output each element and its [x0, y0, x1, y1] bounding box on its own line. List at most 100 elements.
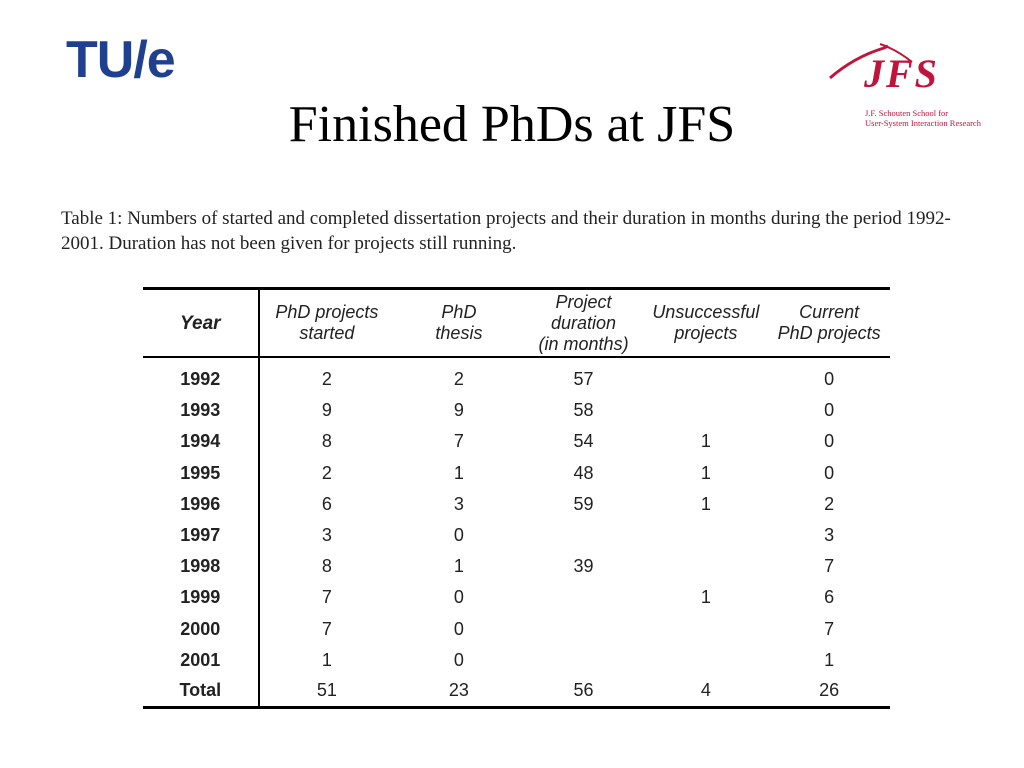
cell-unsuccessful — [643, 645, 768, 676]
header-unsuccessful: Unsuccessful projects — [643, 289, 768, 358]
cell-thesis: 0 — [453, 587, 464, 608]
cell-duration — [524, 614, 644, 645]
cell-duration: 39 — [573, 556, 594, 577]
jfs-mark: JFS — [864, 51, 939, 96]
cell-unsuccessful — [643, 395, 768, 426]
cell-unsuccessful: 1 — [700, 493, 711, 514]
cell-current: 6 — [824, 587, 835, 608]
header-year: Year — [143, 288, 260, 357]
header-started: PhD projects started — [259, 289, 395, 358]
table-header-row: Year PhD projects started PhD thesis Pro… — [143, 288, 890, 358]
header-unsuccessful-line: projects — [674, 323, 738, 343]
table-row: 2000 7 0 7 — [143, 613, 890, 645]
header-unsuccessful-line: Unsuccessful — [652, 302, 760, 322]
table-row: 1994 8 7 54 1 0 — [143, 426, 890, 458]
cell-current: 0 — [824, 431, 835, 452]
header-current: Current PhD projects — [768, 289, 890, 358]
cell-started: 3 — [321, 525, 332, 546]
cell-thesis: 0 — [453, 618, 464, 639]
cell-unsuccessful: 1 — [700, 587, 711, 608]
cell-thesis: 1 — [453, 462, 464, 483]
total-row: Total 51 23 56 4 26 — [143, 675, 890, 708]
cell-thesis: 0 — [453, 649, 464, 670]
total-duration: 56 — [573, 680, 594, 701]
phd-table: Year PhD projects started PhD thesis Pro… — [143, 287, 890, 709]
cell-year: 1992 — [143, 357, 260, 396]
total-thesis: 23 — [448, 680, 469, 701]
header-thesis-line: PhD — [441, 302, 477, 322]
cell-unsuccessful — [643, 614, 768, 645]
table-body: 1992 2 2 57 0 1993 9 9 58 0 1994 8 7 54 1 0 1995 2 1 48 1 0 19… — [143, 357, 890, 676]
cell-year: 1995 — [143, 457, 260, 489]
header-started-line: PhD projects — [275, 302, 379, 322]
header-duration-line: Project — [555, 291, 612, 312]
cell-current: 3 — [824, 525, 835, 546]
jfs-swoosh-icon — [829, 43, 913, 80]
cell-current: 1 — [824, 649, 835, 670]
table-caption: Table 1: Numbers of started and complete… — [61, 208, 951, 254]
cell-year: 2001 — [143, 644, 260, 676]
header-current-line: PhD projects — [777, 323, 881, 343]
total-current: 26 — [819, 680, 840, 701]
cell-year: 2000 — [143, 613, 260, 645]
cell-year: 1997 — [143, 519, 260, 552]
header-current-line: Current — [799, 302, 860, 322]
table-row: 2001 1 0 1 — [143, 644, 890, 676]
header-duration-line: duration — [551, 312, 617, 333]
cell-current: 7 — [824, 618, 835, 639]
cell-year: 1998 — [143, 551, 260, 583]
total-started: 51 — [316, 680, 337, 701]
tue-logo: TU/e — [66, 31, 176, 89]
cell-thesis: 1 — [453, 556, 464, 577]
header-duration: Project duration (in months) — [524, 289, 644, 358]
cell-unsuccessful — [643, 551, 768, 582]
cell-duration: 58 — [573, 400, 594, 421]
jfs-logo: JFS J.F. Schouten School for User-System… — [828, 42, 998, 132]
header-duration-line: (in months) — [538, 333, 629, 354]
cell-duration — [524, 645, 644, 676]
slide-title: Finished PhDs at JFS — [288, 96, 736, 153]
header-started-line: started — [299, 323, 355, 343]
table-row: 1998 8 1 39 7 — [143, 551, 890, 583]
cell-unsuccessful: 1 — [700, 431, 711, 452]
header-thesis: PhD thesis — [394, 289, 524, 358]
jfs-subtitle-line-1: J.F. Schouten School for — [865, 108, 949, 118]
table-row: 1996 6 3 59 1 2 — [143, 488, 890, 520]
cell-current: 2 — [824, 493, 835, 514]
cell-started: 6 — [321, 493, 332, 514]
cell-year: 1996 — [143, 488, 260, 520]
cell-started: 1 — [321, 649, 332, 670]
cell-duration — [524, 582, 644, 613]
cell-started: 2 — [321, 462, 332, 483]
cell-duration: 59 — [573, 493, 594, 514]
cell-thesis: 0 — [453, 525, 464, 546]
cell-started: 2 — [321, 369, 332, 390]
cell-unsuccessful — [643, 520, 768, 551]
total-unsuccessful: 4 — [700, 680, 711, 701]
cell-thesis: 9 — [453, 400, 464, 421]
table-row: 1999 7 0 1 6 — [143, 582, 890, 614]
table-row: 1995 2 1 48 1 0 — [143, 457, 890, 489]
cell-started: 7 — [321, 587, 332, 608]
cell-year: 1994 — [143, 426, 260, 458]
cell-started: 8 — [321, 556, 332, 577]
cell-thesis: 2 — [453, 369, 464, 390]
total-label: Total — [143, 675, 260, 708]
cell-unsuccessful — [643, 357, 768, 395]
cell-year: 1999 — [143, 582, 260, 614]
cell-current: 0 — [824, 462, 835, 483]
cell-duration: 54 — [573, 431, 594, 452]
cell-unsuccessful: 1 — [700, 462, 711, 483]
cell-year: 1993 — [143, 395, 260, 427]
table-row: 1993 9 9 58 0 — [143, 395, 890, 427]
cell-current: 7 — [824, 556, 835, 577]
cell-started: 9 — [321, 400, 332, 421]
cell-thesis: 3 — [453, 493, 464, 514]
table-row: 1992 2 2 57 0 — [143, 357, 890, 396]
jfs-subtitle: J.F. Schouten School for User-System Int… — [865, 108, 1005, 128]
cell-duration: 48 — [573, 462, 594, 483]
header-thesis-line: thesis — [435, 323, 483, 343]
cell-duration — [524, 520, 644, 551]
cell-current: 0 — [824, 369, 835, 390]
cell-started: 8 — [321, 431, 332, 452]
